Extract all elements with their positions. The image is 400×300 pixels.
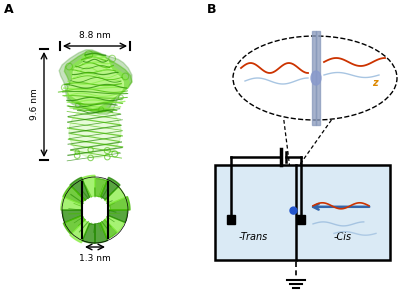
Polygon shape (70, 177, 90, 201)
Text: 8.8 nm: 8.8 nm (79, 31, 111, 40)
Polygon shape (95, 222, 108, 243)
Polygon shape (109, 196, 130, 210)
Bar (316, 31, 320, 125)
Circle shape (82, 197, 108, 223)
Polygon shape (70, 220, 90, 243)
Circle shape (290, 207, 297, 214)
Polygon shape (95, 178, 107, 197)
Polygon shape (68, 54, 129, 110)
Bar (296, 215, 304, 224)
Polygon shape (82, 175, 95, 197)
Polygon shape (59, 50, 132, 114)
Text: -Trans: -Trans (239, 232, 268, 242)
Text: z: z (372, 78, 378, 88)
Text: A: A (4, 3, 14, 16)
Ellipse shape (69, 106, 121, 158)
Polygon shape (100, 219, 117, 239)
Bar (215, 165, 390, 260)
Polygon shape (105, 187, 126, 205)
Polygon shape (108, 210, 128, 222)
Polygon shape (63, 215, 85, 234)
Text: 1.3 nm: 1.3 nm (79, 254, 111, 263)
Text: 9.6 nm: 9.6 nm (30, 88, 39, 120)
Polygon shape (63, 185, 85, 205)
Bar (312, 31, 316, 125)
Ellipse shape (311, 71, 321, 85)
Polygon shape (68, 56, 123, 108)
Polygon shape (61, 197, 82, 210)
Bar (227, 215, 235, 224)
Polygon shape (82, 223, 95, 243)
Polygon shape (64, 51, 132, 113)
Polygon shape (100, 177, 120, 200)
Polygon shape (104, 215, 124, 232)
Polygon shape (62, 210, 82, 223)
Text: -Cis: -Cis (334, 232, 352, 242)
Text: B: B (207, 3, 216, 16)
